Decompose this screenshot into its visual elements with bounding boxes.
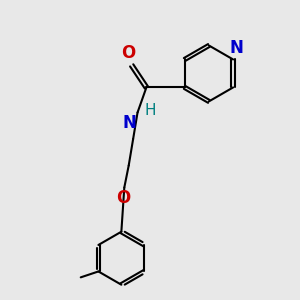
Text: H: H bbox=[145, 103, 156, 118]
Text: O: O bbox=[116, 189, 130, 207]
Text: N: N bbox=[230, 38, 244, 56]
Text: N: N bbox=[122, 114, 136, 132]
Text: O: O bbox=[121, 44, 135, 62]
